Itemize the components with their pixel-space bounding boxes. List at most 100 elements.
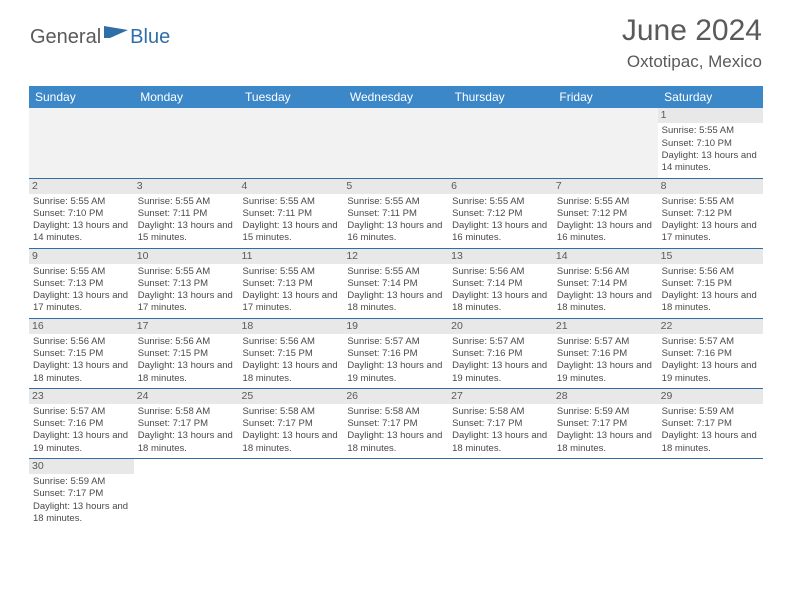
calendar-cell: 29Sunrise: 5:59 AMSunset: 7:17 PMDayligh… (658, 388, 763, 458)
calendar-cell: 12Sunrise: 5:55 AMSunset: 7:14 PMDayligh… (343, 248, 448, 318)
calendar-row: 2Sunrise: 5:55 AMSunset: 7:10 PMDaylight… (29, 178, 763, 248)
sunrise-text: Sunrise: 5:55 AM (243, 196, 340, 208)
sunset-text: Sunset: 7:17 PM (347, 418, 444, 430)
dayhead-fri: Friday (553, 86, 658, 108)
day-number: 17 (134, 319, 239, 334)
sunrise-text: Sunrise: 5:57 AM (452, 336, 549, 348)
sunset-text: Sunset: 7:17 PM (33, 488, 130, 500)
sunset-text: Sunset: 7:14 PM (452, 278, 549, 290)
sunrise-text: Sunrise: 5:59 AM (662, 406, 759, 418)
location-label: Oxtotipac, Mexico (622, 52, 762, 72)
day-number: 15 (658, 249, 763, 264)
calendar-cell: 10Sunrise: 5:55 AMSunset: 7:13 PMDayligh… (134, 248, 239, 318)
sunrise-text: Sunrise: 5:56 AM (452, 266, 549, 278)
flag-icon (104, 24, 130, 45)
sunset-text: Sunset: 7:10 PM (33, 208, 130, 220)
calendar-cell (239, 108, 344, 178)
sunset-text: Sunset: 7:11 PM (243, 208, 340, 220)
calendar-cell: 18Sunrise: 5:56 AMSunset: 7:15 PMDayligh… (239, 318, 344, 388)
dayhead-tue: Tuesday (239, 86, 344, 108)
sunset-text: Sunset: 7:13 PM (243, 278, 340, 290)
sunset-text: Sunset: 7:17 PM (138, 418, 235, 430)
sunrise-text: Sunrise: 5:56 AM (243, 336, 340, 348)
daylight-text: Daylight: 13 hours and 18 minutes. (243, 430, 340, 454)
sunset-text: Sunset: 7:14 PM (347, 278, 444, 290)
day-number: 11 (239, 249, 344, 264)
daylight-text: Daylight: 13 hours and 14 minutes. (33, 220, 130, 244)
daylight-text: Daylight: 13 hours and 15 minutes. (138, 220, 235, 244)
logo-text-blue: Blue (130, 26, 170, 49)
daylight-text: Daylight: 13 hours and 17 minutes. (138, 290, 235, 314)
day-number: 6 (448, 179, 553, 194)
day-number: 23 (29, 389, 134, 404)
calendar-cell: 15Sunrise: 5:56 AMSunset: 7:15 PMDayligh… (658, 248, 763, 318)
day-number: 29 (658, 389, 763, 404)
calendar-cell: 28Sunrise: 5:59 AMSunset: 7:17 PMDayligh… (553, 388, 658, 458)
calendar-cell: 3Sunrise: 5:55 AMSunset: 7:11 PMDaylight… (134, 178, 239, 248)
daylight-text: Daylight: 13 hours and 17 minutes. (662, 220, 759, 244)
calendar-body: 1Sunrise: 5:55 AMSunset: 7:10 PMDaylight… (29, 108, 763, 528)
sunset-text: Sunset: 7:17 PM (662, 418, 759, 430)
sunrise-text: Sunrise: 5:58 AM (347, 406, 444, 418)
sunrise-text: Sunrise: 5:57 AM (662, 336, 759, 348)
sunrise-text: Sunrise: 5:55 AM (138, 196, 235, 208)
sunrise-text: Sunrise: 5:58 AM (452, 406, 549, 418)
daylight-text: Daylight: 13 hours and 16 minutes. (452, 220, 549, 244)
sunset-text: Sunset: 7:16 PM (347, 348, 444, 360)
day-number: 5 (343, 179, 448, 194)
sunset-text: Sunset: 7:12 PM (557, 208, 654, 220)
day-number: 2 (29, 179, 134, 194)
sunrise-text: Sunrise: 5:58 AM (243, 406, 340, 418)
calendar-cell (553, 458, 658, 528)
daylight-text: Daylight: 13 hours and 18 minutes. (662, 290, 759, 314)
day-number: 30 (29, 459, 134, 474)
daylight-text: Daylight: 13 hours and 18 minutes. (452, 430, 549, 454)
sunset-text: Sunset: 7:17 PM (452, 418, 549, 430)
day-number: 27 (448, 389, 553, 404)
daylight-text: Daylight: 13 hours and 18 minutes. (138, 430, 235, 454)
sunset-text: Sunset: 7:15 PM (33, 348, 130, 360)
day-number: 3 (134, 179, 239, 194)
daylight-text: Daylight: 13 hours and 14 minutes. (662, 150, 759, 174)
calendar-cell (658, 458, 763, 528)
daylight-text: Daylight: 13 hours and 19 minutes. (33, 430, 130, 454)
sunrise-text: Sunrise: 5:55 AM (662, 125, 759, 137)
day-number: 12 (343, 249, 448, 264)
daylight-text: Daylight: 13 hours and 18 minutes. (33, 360, 130, 384)
calendar-cell: 6Sunrise: 5:55 AMSunset: 7:12 PMDaylight… (448, 178, 553, 248)
sunrise-text: Sunrise: 5:55 AM (243, 266, 340, 278)
logo: General Blue (30, 24, 170, 51)
day-number: 14 (553, 249, 658, 264)
calendar-cell (239, 458, 344, 528)
daylight-text: Daylight: 13 hours and 18 minutes. (347, 430, 444, 454)
page-title: June 2024 (622, 14, 762, 48)
sunrise-text: Sunrise: 5:55 AM (347, 196, 444, 208)
day-number: 1 (658, 108, 763, 123)
sunrise-text: Sunrise: 5:56 AM (33, 336, 130, 348)
sunrise-text: Sunrise: 5:59 AM (33, 476, 130, 488)
dayhead-sat: Saturday (658, 86, 763, 108)
sunrise-text: Sunrise: 5:56 AM (557, 266, 654, 278)
day-number: 26 (343, 389, 448, 404)
sunrise-text: Sunrise: 5:57 AM (557, 336, 654, 348)
sunrise-text: Sunrise: 5:55 AM (138, 266, 235, 278)
sunset-text: Sunset: 7:15 PM (243, 348, 340, 360)
calendar-cell (29, 108, 134, 178)
sunset-text: Sunset: 7:14 PM (557, 278, 654, 290)
sunrise-text: Sunrise: 5:58 AM (138, 406, 235, 418)
daylight-text: Daylight: 13 hours and 19 minutes. (347, 360, 444, 384)
day-number: 10 (134, 249, 239, 264)
daylight-text: Daylight: 13 hours and 18 minutes. (557, 430, 654, 454)
daylight-text: Daylight: 13 hours and 15 minutes. (243, 220, 340, 244)
daylight-text: Daylight: 13 hours and 18 minutes. (557, 290, 654, 314)
calendar-row: 1Sunrise: 5:55 AMSunset: 7:10 PMDaylight… (29, 108, 763, 178)
dayhead-sun: Sunday (29, 86, 134, 108)
daylight-text: Daylight: 13 hours and 17 minutes. (243, 290, 340, 314)
day-number: 4 (239, 179, 344, 194)
day-number: 8 (658, 179, 763, 194)
sunset-text: Sunset: 7:17 PM (243, 418, 340, 430)
calendar-cell: 27 Sunrise: 5:58 AMSunset: 7:17 PMDayligh… (448, 388, 553, 458)
sunset-text: Sunset: 7:15 PM (138, 348, 235, 360)
calendar-cell: 23Sunrise: 5:57 AMSunset: 7:16 PMDayligh… (29, 388, 134, 458)
calendar-row: 9Sunrise: 5:55 AMSunset: 7:13 PMDaylight… (29, 248, 763, 318)
